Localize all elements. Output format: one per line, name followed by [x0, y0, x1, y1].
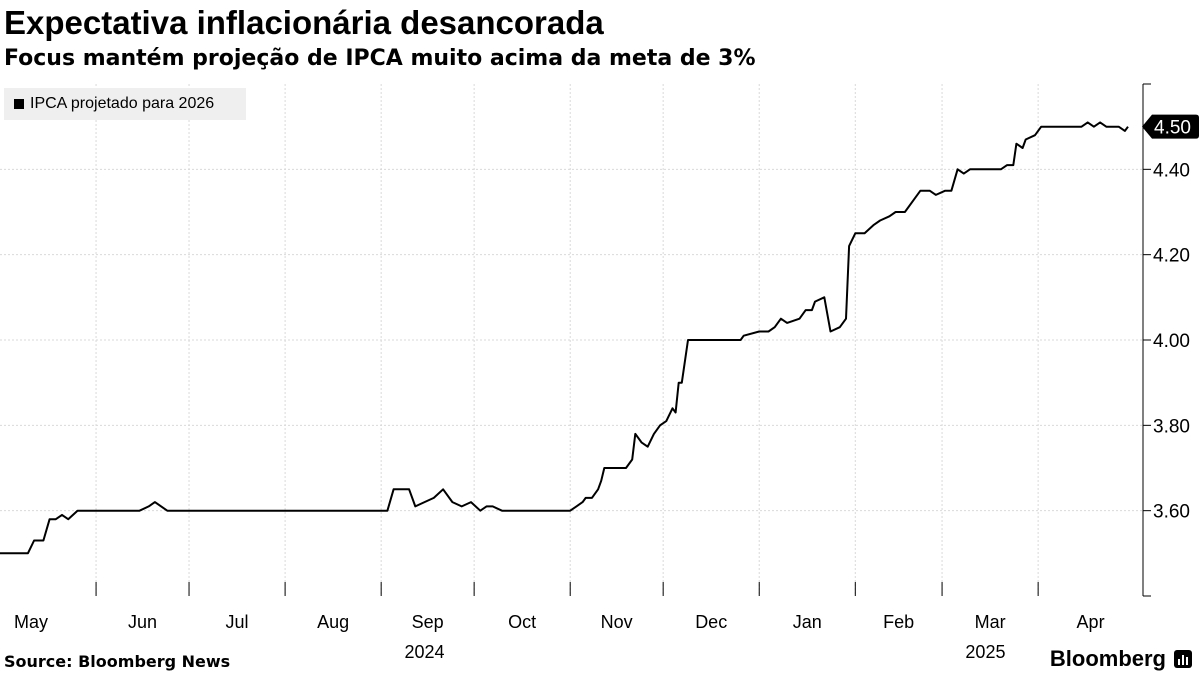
x-tick-label: Jan: [793, 612, 822, 632]
chart-subtitle: Focus mantém projeção de IPCA muito acim…: [4, 46, 756, 71]
last-value-flag: [1142, 114, 1199, 139]
x-year-label: 2025: [965, 642, 1005, 662]
bloomberg-chart-icon: [1174, 650, 1192, 668]
x-tick-label: Dec: [695, 612, 727, 632]
y-tick-label: 3.80: [1153, 416, 1190, 437]
y-tick-label: 3.60: [1153, 502, 1190, 523]
x-tick-label: Jul: [226, 612, 249, 632]
x-tick-label: Aug: [317, 612, 349, 632]
y-tick-label: 4.20: [1153, 246, 1190, 267]
legend-swatch: [14, 99, 24, 109]
x-tick-label: Feb: [883, 612, 914, 632]
bloomberg-logo: Bloomberg: [1049, 646, 1166, 671]
legend-label: IPCA projetado para 2026: [30, 95, 215, 112]
last-value-label: 4.50: [1154, 118, 1191, 139]
x-tick-label: Jun: [128, 612, 157, 632]
x-tick-label: Oct: [508, 612, 536, 632]
source-note: Source: Bloomberg News: [4, 652, 231, 671]
x-tick-label: May: [14, 612, 48, 632]
chart-title: Expectativa inflacionária desancorada: [4, 4, 604, 41]
x-tick-label: Mar: [975, 612, 1006, 632]
series-line: [0, 121, 1129, 555]
x-tick-label: Sep: [412, 612, 444, 632]
y-tick-label: 4.40: [1153, 160, 1190, 181]
legend: IPCA projetado para 2026: [4, 88, 246, 120]
y-tick-label: 4.00: [1153, 331, 1190, 352]
x-year-label: 2024: [405, 642, 445, 662]
x-tick-label: Nov: [601, 612, 633, 632]
x-tick-label: Apr: [1077, 612, 1105, 632]
